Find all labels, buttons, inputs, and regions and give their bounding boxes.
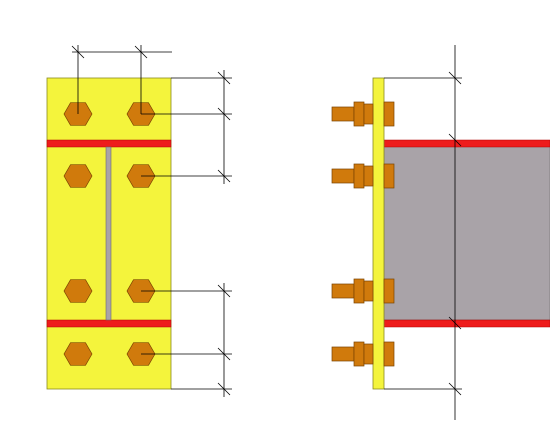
bolt-nut [353, 278, 365, 304]
front-vertical-dimension-bottom [141, 283, 232, 397]
bolt-washer [363, 280, 374, 302]
side-view [331, 45, 550, 420]
bolt-head-side [383, 163, 395, 189]
beam-web [105, 146, 112, 321]
bottom-flange-side [383, 319, 550, 328]
bolt-nut [353, 341, 365, 367]
bolt-shank [331, 283, 355, 299]
bolt-shank [331, 346, 355, 362]
front-vertical-dimension-top [141, 70, 232, 184]
bottom-flange [46, 319, 172, 328]
bolt-head [63, 342, 93, 366]
bolt-washer [363, 165, 374, 187]
bolt-shank [331, 168, 355, 184]
end-plate-side [372, 77, 385, 390]
bolt-head-side [383, 101, 395, 127]
top-flange-side [383, 139, 550, 148]
bolt-head [63, 164, 93, 188]
side-bolts [331, 101, 395, 367]
bolt-head-side [383, 278, 395, 304]
bolt-nut [353, 163, 365, 189]
bolt-washer [363, 343, 374, 365]
top-flange [46, 139, 172, 148]
front-view [46, 45, 232, 397]
side-vertical-dimension [384, 45, 462, 420]
beam-web-side [383, 145, 550, 321]
bolt-nut [353, 101, 365, 127]
bolt-head [63, 279, 93, 303]
bolt-head-side [383, 341, 395, 367]
bolt-washer [363, 103, 374, 125]
front-horizontal-dimension [71, 45, 172, 114]
bolt-shank [331, 106, 355, 122]
